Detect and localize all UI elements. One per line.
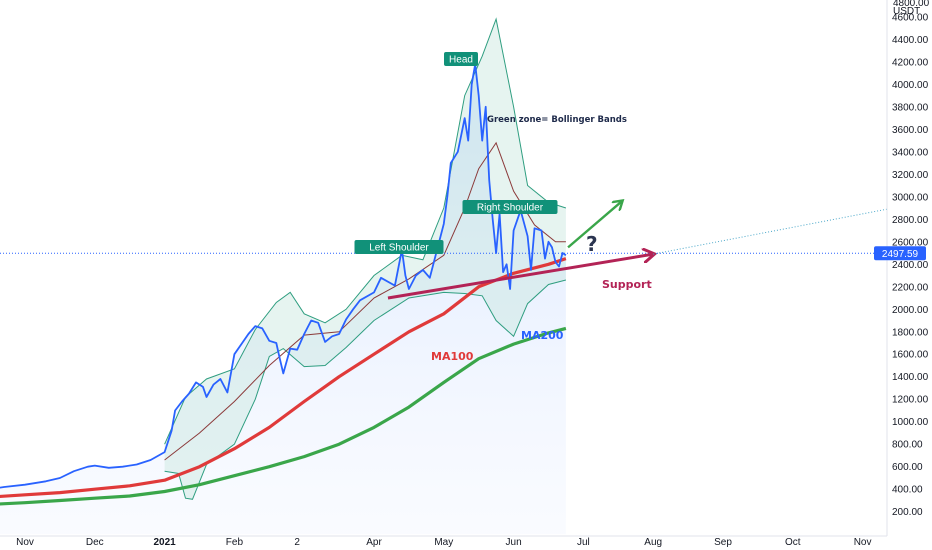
x-tick-label: Feb (226, 537, 244, 548)
y-tick-label: 3400.00 (892, 147, 929, 158)
support-arrow (387, 254, 653, 300)
head-label: Head (449, 55, 473, 66)
ma200-label: MA200 (521, 329, 564, 342)
right-shoulder-label-box (462, 200, 558, 214)
y-tick-label: 2200.00 (892, 282, 929, 293)
y-tick-label: 1800.00 (892, 327, 929, 338)
y-tick-label: 1000.00 (892, 417, 929, 428)
ma200-line (0, 326, 567, 506)
y-tick-label: 600.00 (892, 462, 923, 473)
price-axis-background (887, 0, 932, 550)
x-tick-label: May (434, 537, 453, 548)
support-label: Support (602, 278, 652, 291)
x-tick-label: 2021 (153, 537, 176, 548)
x-tick-label: Nov (16, 537, 34, 548)
currency-label-top: 4800.00 (893, 0, 930, 9)
y-tick-label: 4200.00 (892, 57, 929, 68)
y-tick-label: 3600.00 (892, 125, 929, 136)
x-tick-label: Aug (644, 537, 662, 548)
x-axis-ticks[interactable]: Nov Dec 2021 Feb 2 Apr May Jun Jul Aug Sep Oct Nov (16, 537, 871, 548)
left-shoulder-label: Left Shoulder (369, 243, 429, 254)
left-shoulder-label-box (354, 240, 444, 254)
x-tick-label: Oct (785, 537, 801, 548)
y-tick-label: 2000.00 (892, 305, 929, 316)
y-tick-label: 3200.00 (892, 170, 929, 181)
y-tick-label: 1600.00 (892, 350, 929, 361)
bollinger-note: Green zone= Bollinger Bands (487, 115, 627, 125)
y-tick-label: 400.00 (892, 485, 923, 496)
green-up-arrow (567, 201, 622, 249)
bollinger-band-fill (164, 19, 566, 500)
y-tick-label: 2400.00 (892, 260, 929, 271)
y-tick-label: 4600.00 (892, 12, 929, 23)
y-tick-label: 4400.00 (892, 35, 929, 46)
price-line (0, 63, 567, 489)
y-axis-ticks[interactable]: 200.00 400.00 600.00 800.00 1000.00 1200.00 14… (892, 12, 929, 518)
bollinger-lower-line (164, 279, 567, 500)
y-tick-label: 3000.00 (892, 192, 929, 203)
right-shoulder-label: Right Shoulder (477, 203, 544, 214)
bollinger-upper-line (164, 17, 567, 445)
currency-label: USDT (893, 6, 920, 17)
ma100-line (0, 257, 567, 499)
ma100-label: MA100 (431, 350, 474, 363)
y-tick-label: 200.00 (892, 507, 923, 518)
head-label-box (444, 52, 478, 66)
x-tick-label: Apr (366, 537, 382, 548)
y-tick-label: 4000.00 (892, 80, 929, 91)
y-tick-label: 800.00 (892, 440, 923, 451)
x-tick-label: Nov (854, 537, 872, 548)
x-tick-label: Dec (86, 537, 104, 548)
last-price-badge (874, 246, 926, 261)
y-tick-label: 2600.00 (892, 237, 929, 248)
y-tick-label: 3800.00 (892, 102, 929, 113)
x-tick-label: Jul (577, 537, 590, 548)
trendline-extension (653, 208, 888, 255)
x-tick-label: 2 (294, 537, 300, 548)
x-tick-label: Sep (714, 537, 732, 548)
question-mark: ? (586, 232, 598, 256)
x-tick-label: Jun (506, 537, 522, 548)
time-axis-background (0, 536, 932, 550)
price-area-fill (0, 64, 566, 535)
y-tick-label: 1400.00 (892, 372, 929, 383)
last-price-value: 2497.59 (882, 249, 919, 260)
y-tick-label: 2800.00 (892, 215, 929, 226)
y-tick-label: 1200.00 (892, 395, 929, 406)
